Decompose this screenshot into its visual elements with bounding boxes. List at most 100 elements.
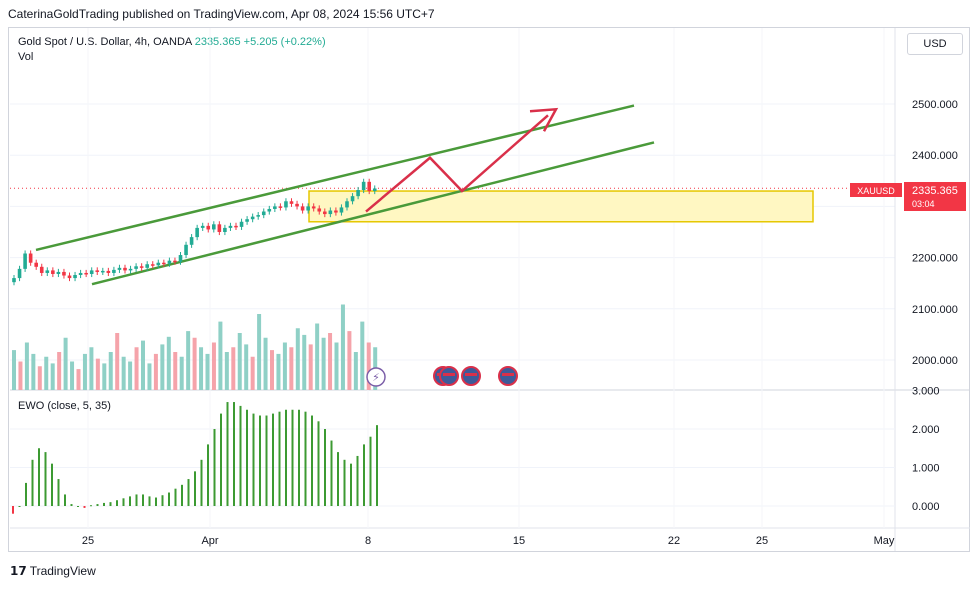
tradingview-logo-icon[interactable]: 𝟭𝟳 xyxy=(10,564,27,578)
candle-body xyxy=(334,210,338,213)
ewo-bar xyxy=(220,413,222,506)
legend-vol[interactable]: Vol xyxy=(18,51,34,63)
ewo-bar xyxy=(109,502,112,506)
candle-body xyxy=(184,244,188,256)
channel-upper-line xyxy=(35,104,635,252)
candle-body xyxy=(89,270,94,274)
price-candles xyxy=(12,178,377,286)
volume-bar xyxy=(12,350,16,390)
candle-body xyxy=(189,237,194,245)
volume-bar xyxy=(18,361,23,390)
volume-bar xyxy=(31,353,36,390)
ewo-bar xyxy=(233,402,235,506)
ewo-bar xyxy=(70,504,73,506)
candle-body xyxy=(150,264,155,266)
volume-bars xyxy=(12,304,378,390)
candle-body xyxy=(323,211,327,215)
volume-bar xyxy=(321,337,326,390)
volume-bar xyxy=(270,350,274,390)
ewo-bar xyxy=(168,492,170,506)
ewo-bar xyxy=(187,479,190,506)
candle-body xyxy=(228,225,233,228)
symbol-tag-bg xyxy=(850,183,902,197)
candle-body xyxy=(39,266,44,273)
volume-bar xyxy=(289,347,294,390)
support-zone xyxy=(308,190,814,223)
volume-bar xyxy=(153,353,158,390)
volume-bar xyxy=(121,356,126,390)
footer-brand[interactable]: TradingView xyxy=(29,564,96,578)
candle-body xyxy=(317,208,322,212)
ewo-bar xyxy=(83,506,86,508)
ewo-bar xyxy=(148,496,151,506)
price-tick-label: 2200.000 xyxy=(912,253,958,265)
ewo-axis[interactable]: 3.000 2.000 1.000 0.000 xyxy=(912,386,940,514)
volume-bar xyxy=(334,342,339,390)
ewo-bar xyxy=(285,409,287,506)
volume-bar xyxy=(76,369,81,390)
candle-body xyxy=(217,224,222,232)
ewo-bar xyxy=(311,415,313,506)
ewo-bar xyxy=(252,413,255,506)
volume-bar xyxy=(108,352,113,390)
flag-stripe xyxy=(443,373,455,376)
ewo-bar xyxy=(363,444,365,506)
candle-body xyxy=(45,270,50,273)
candle-body xyxy=(345,201,349,208)
ewo-bar xyxy=(51,463,53,506)
event-icons: ⚡ xyxy=(366,366,518,387)
ewo-bar xyxy=(213,429,216,506)
candle-body xyxy=(84,272,88,275)
ewo-histogram xyxy=(12,402,378,514)
candle-body xyxy=(372,188,377,192)
projection-arrowhead xyxy=(529,107,559,132)
ewo-tick-label: 0.000 xyxy=(912,501,940,513)
candle-body xyxy=(278,206,283,208)
volume-bar xyxy=(37,366,42,390)
ewo-bar xyxy=(278,411,281,506)
candle-body xyxy=(34,262,38,267)
volume-bar xyxy=(115,333,120,390)
candle-body xyxy=(17,268,22,279)
time-tick-label: 25 xyxy=(82,535,94,547)
volume-bar xyxy=(244,344,249,390)
volume-bar xyxy=(360,321,365,390)
zone-rect xyxy=(308,190,814,223)
ewo-bar xyxy=(356,455,359,506)
volume-bar xyxy=(147,363,152,390)
legend-symbol[interactable]: Gold Spot / U.S. Dollar, 4h, OANDA xyxy=(18,36,192,48)
candle-body xyxy=(123,267,127,271)
price-tick-label: 2000.000 xyxy=(912,355,958,367)
candle-body xyxy=(284,201,288,208)
volume-bar xyxy=(315,323,320,390)
volume-bar xyxy=(160,344,165,390)
price-axis[interactable]: 2500.0002400.0002300.0002200.0002100.000… xyxy=(912,99,958,367)
candle-body xyxy=(106,270,111,273)
volume-bar xyxy=(295,328,300,390)
candle-body xyxy=(328,210,333,215)
ewo-bar xyxy=(122,498,125,506)
ewo-bar xyxy=(324,429,326,506)
ewo-bar xyxy=(31,459,34,506)
ewo-bar xyxy=(376,425,378,506)
time-tick-label: 25 xyxy=(756,535,768,547)
volume-bar xyxy=(166,336,171,390)
volume-bar xyxy=(82,353,87,390)
candle-body xyxy=(28,253,33,263)
ewo-tick-label: 2.000 xyxy=(912,424,940,436)
volume-bar xyxy=(347,331,352,390)
time-tick-label: 22 xyxy=(668,535,680,547)
ewo-bar xyxy=(25,482,27,506)
time-axis[interactable]: 25 Apr 8 15 22 25 May xyxy=(82,535,895,547)
candle-body xyxy=(173,260,177,263)
ewo-bar xyxy=(226,402,229,506)
candle-body xyxy=(78,272,83,276)
candle-body xyxy=(300,206,305,211)
chart-legend: Gold Spot / U.S. Dollar, 4h, OANDA 2335.… xyxy=(18,35,326,65)
volume-bar xyxy=(50,363,55,390)
currency-button[interactable]: USD xyxy=(907,33,963,55)
candle-body xyxy=(212,224,216,230)
volume-bar xyxy=(366,342,371,390)
ewo-label[interactable]: EWO (close, 5, 35) xyxy=(18,400,111,412)
